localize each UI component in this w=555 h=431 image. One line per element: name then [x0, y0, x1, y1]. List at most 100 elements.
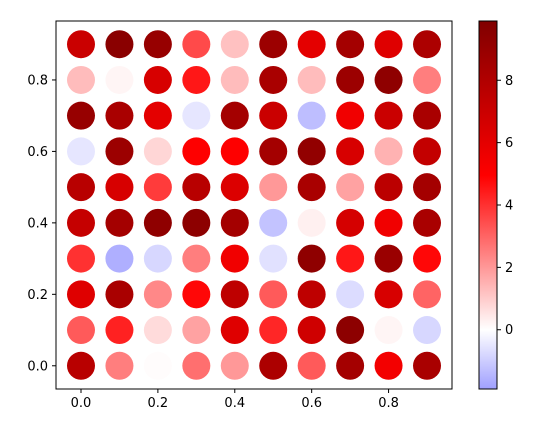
data-point	[220, 208, 249, 237]
data-point	[143, 244, 172, 273]
data-point	[336, 280, 365, 309]
data-point	[259, 137, 288, 166]
data-point	[336, 316, 365, 345]
data-point	[297, 173, 326, 202]
data-point	[182, 244, 211, 273]
data-point	[374, 101, 403, 130]
data-point	[182, 65, 211, 94]
colorbar-axis: 0 2 4 6 8	[497, 74, 513, 338]
data-point	[182, 137, 211, 166]
data-point	[297, 244, 326, 273]
data-point	[105, 65, 134, 94]
data-point	[374, 208, 403, 237]
data-point	[374, 244, 403, 273]
data-point	[66, 280, 95, 309]
data-point	[413, 280, 442, 309]
data-point	[413, 208, 442, 237]
x-tick-label: 0.8	[378, 396, 399, 411]
data-point	[374, 351, 403, 380]
data-point	[143, 280, 172, 309]
x-tick-label: 0.6	[301, 396, 322, 411]
data-point	[374, 316, 403, 345]
data-point	[182, 351, 211, 380]
data-point	[297, 280, 326, 309]
data-point	[105, 137, 134, 166]
data-point	[105, 101, 134, 130]
data-point	[297, 137, 326, 166]
data-point	[66, 173, 95, 202]
data-point	[143, 137, 172, 166]
data-point	[220, 65, 249, 94]
data-point	[336, 208, 365, 237]
data-point	[143, 65, 172, 94]
data-point	[105, 280, 134, 309]
colorbar	[478, 20, 498, 390]
data-point	[220, 244, 249, 273]
data-point	[374, 30, 403, 59]
data-point	[105, 173, 134, 202]
data-point	[143, 351, 172, 380]
data-point	[259, 351, 288, 380]
data-point	[297, 208, 326, 237]
y-tick-label: 0.8	[27, 73, 48, 88]
data-point	[297, 30, 326, 59]
colorbar-tick-label: 2	[505, 261, 513, 276]
data-points	[66, 30, 442, 380]
data-point	[259, 208, 288, 237]
data-point	[297, 101, 326, 130]
colorbar-tick-label: 6	[505, 136, 513, 151]
data-point	[220, 351, 249, 380]
data-point	[143, 101, 172, 130]
data-point	[66, 30, 95, 59]
y-tick-label: 0.6	[27, 145, 48, 160]
data-point	[374, 280, 403, 309]
data-point	[143, 173, 172, 202]
data-point	[66, 351, 95, 380]
data-point	[105, 351, 134, 380]
data-point	[374, 65, 403, 94]
data-point	[259, 280, 288, 309]
x-tick-label: 0.4	[224, 396, 245, 411]
data-point	[374, 173, 403, 202]
data-point	[259, 30, 288, 59]
y-tick-label: 0.0	[27, 359, 48, 374]
data-point	[66, 137, 95, 166]
data-point	[182, 101, 211, 130]
data-point	[182, 280, 211, 309]
data-point	[220, 101, 249, 130]
data-point	[259, 316, 288, 345]
data-point	[336, 351, 365, 380]
data-point	[182, 208, 211, 237]
data-point	[105, 316, 134, 345]
data-point	[66, 101, 95, 130]
data-point	[220, 30, 249, 59]
data-point	[182, 30, 211, 59]
data-point	[182, 173, 211, 202]
data-point	[413, 351, 442, 380]
colorbar-tick-label: 8	[505, 74, 513, 89]
data-point	[66, 244, 95, 273]
data-point	[182, 316, 211, 345]
x-tick-label: 0.2	[148, 396, 169, 411]
data-point	[143, 316, 172, 345]
data-point	[297, 351, 326, 380]
data-point	[336, 244, 365, 273]
data-point	[220, 173, 249, 202]
data-point	[413, 65, 442, 94]
y-axis: 0.0 0.2 0.4 0.6 0.8	[27, 73, 56, 374]
data-point	[413, 173, 442, 202]
data-point	[336, 101, 365, 130]
data-point	[259, 65, 288, 94]
data-point	[259, 101, 288, 130]
y-tick-label: 0.2	[27, 288, 48, 303]
data-point	[374, 137, 403, 166]
data-point	[259, 173, 288, 202]
x-axis: 0.0 0.2 0.4 0.6 0.8	[71, 389, 399, 411]
data-point	[413, 244, 442, 273]
data-point	[297, 65, 326, 94]
data-point	[413, 101, 442, 130]
data-point	[336, 137, 365, 166]
colorbar-tick-label: 0	[505, 323, 513, 338]
data-point	[336, 65, 365, 94]
